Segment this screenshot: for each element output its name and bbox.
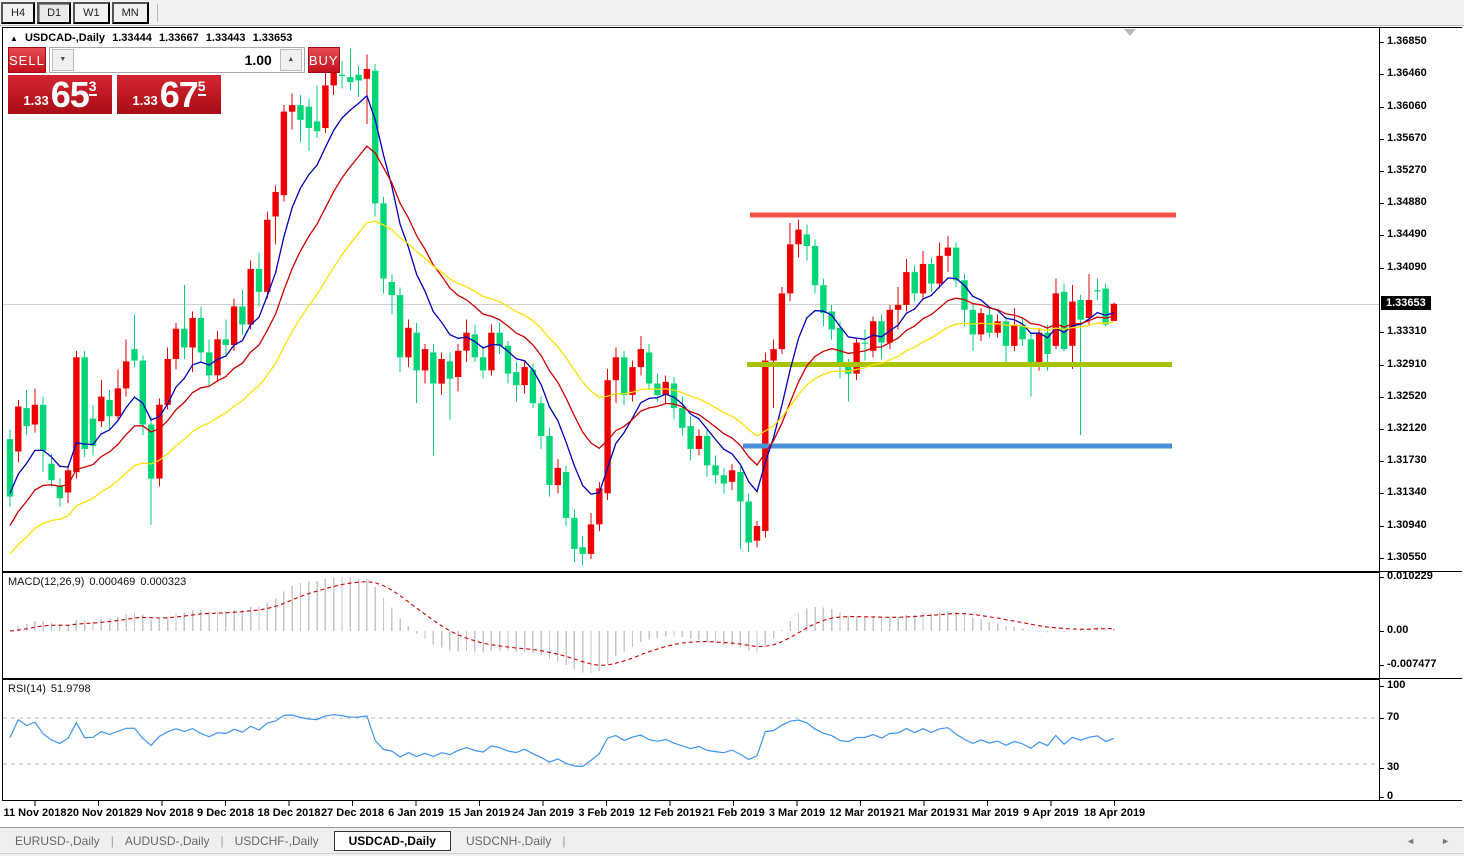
timeframe-d1-button[interactable]: D1 [37,1,72,24]
chart-ohlc-header: ▲ USDCAD-,Daily 1.33444 1.33667 1.33443 … [10,32,296,44]
price-axis-label: 1.30550 [1387,550,1427,563]
price-axis-label: 1.35670 [1387,131,1427,144]
macd-value-2: 0.000323 [140,576,187,588]
macd-axis-label: 0.010229 [1387,570,1433,582]
sell-price-pip: 3 [88,78,97,96]
price-axis-label: 1.34880 [1387,196,1427,209]
sell-price-big: 65 [50,74,90,115]
price-axis-label: 1.30940 [1387,519,1427,532]
ohlc-high-value: 1.33667 [158,32,199,44]
price-axis-label: 1.33310 [1387,324,1427,337]
tab-eurusd[interactable]: EURUSD-,Daily [15,833,100,848]
price-axis-label: 1.32910 [1387,357,1427,370]
date-axis-label: 9 Apr 2019 [1023,807,1079,819]
date-axis-label: 24 Jan 2019 [512,807,574,819]
date-axis-label: 11 Nov 2018 [3,807,67,819]
price-axis-label: 1.34490 [1387,228,1427,241]
date-axis-label: 3 Mar 2019 [768,807,826,819]
tab-usdchf[interactable]: USDCHF-,Daily [234,833,319,848]
date-axis-label: 21 Feb 2019 [702,807,765,819]
date-axis-label: 21 Mar 2019 [892,807,956,819]
volume-spinner: ▼ ▲ [48,47,305,73]
date-axis-label: 6 Jan 2019 [388,807,444,819]
price-axis-label: 1.32120 [1387,422,1427,435]
buy-price-box[interactable]: 1.33 67 5 [117,75,221,114]
toolbar-separator [156,3,158,22]
sell-price-box[interactable]: 1.33 65 3 [8,75,112,114]
macd-axis-label: -0.007477 [1387,658,1437,670]
date-axis-label: 29 Nov 2018 [130,807,194,819]
price-axis-label: 1.31340 [1387,486,1427,499]
macd-axis-label: 0.00 [1387,624,1409,636]
buy-price-prefix: 1.33 [132,93,158,108]
date-axis-label: 31 Mar 2019 [956,807,1019,819]
date-axis-label: 9 Dec 2018 [197,807,254,819]
price-axis-label: 1.32520 [1387,389,1427,402]
buy-price-big: 67 [159,74,199,115]
buy-price-pip: 5 [197,78,206,96]
rsi-axis-label: 70 [1387,711,1400,723]
sell-button[interactable]: SELL [8,47,46,73]
price-axis-label: 1.34090 [1387,261,1427,274]
rsi-axis-label: 0 [1387,790,1394,802]
tab-separator: | [110,833,114,848]
one-click-trade-panel: SELL ▼ ▲ BUY 1.33 65 3 1.33 67 5 [8,47,340,114]
chart-symbol-label: USDCAD-,Daily [24,32,106,44]
tab-separator: | [220,833,224,848]
date-axis-label: 20 Nov 2018 [66,807,131,819]
date-axis-label: 27 Dec 2018 [321,807,384,819]
rsi-label: RSI(14) [8,683,46,695]
rsi-axis-label: 30 [1387,761,1400,773]
date-axis-label: 18 Dec 2018 [257,807,321,819]
date-axis-label: 15 Jan 2019 [448,807,511,819]
spin-down-icon: ▼ [59,56,67,63]
price-axis-label: 1.35270 [1387,164,1427,177]
timeframe-h4-button[interactable]: H4 [1,1,36,24]
macd-pane-label: MACD(12,26,9) 0.000469 0.000323 [8,576,191,588]
volume-increase-button[interactable]: ▲ [279,49,302,71]
buy-button[interactable]: BUY [307,47,340,73]
spin-up-icon: ▲ [287,56,295,63]
price-axis-label: 1.36460 [1387,66,1427,79]
tab-audusd[interactable]: AUDUSD-,Daily [124,833,210,848]
volume-input[interactable] [75,52,278,68]
tab-usdcad[interactable]: USDCAD-,Daily [333,830,451,851]
date-axis-label: 3 Feb 2019 [578,807,635,819]
current-price-label: 1.33653 [1381,296,1431,310]
sell-price-prefix: 1.33 [23,93,49,108]
ohlc-close-value: 1.33653 [252,32,293,44]
rsi-pane-label: RSI(14) 51.9798 [8,683,96,695]
macd-label: MACD(12,26,9) [8,576,85,588]
price-axis-label: 1.36850 [1387,35,1427,47]
rsi-axis-label: 100 [1387,679,1406,691]
date-axis-label: 18 Apr 2019 [1083,807,1146,819]
ohlc-low-value: 1.33443 [205,32,246,44]
volume-decrease-button[interactable]: ▼ [51,49,74,71]
date-axis-label: 12 Mar 2019 [829,807,892,819]
symbol-tab-bar: EURUSD-,Daily | AUDUSD-,Daily | USDCHF-,… [0,827,1464,853]
macd-value-1: 0.000469 [89,576,136,588]
price-axis-label: 1.36060 [1387,99,1427,112]
tab-separator: | [562,833,566,848]
tab-usdcnh[interactable]: USDCNH-,Daily [465,833,552,848]
tab-scroll-left-icon[interactable]: ◄ [1406,835,1416,846]
timeframe-w1-button[interactable]: W1 [73,1,110,24]
timeframe-mn-button[interactable]: MN [111,1,149,24]
rsi-value: 51.9798 [50,683,91,695]
timeframe-toolbar: H4 D1 W1 MN [0,0,1464,26]
tab-scroll-right-icon[interactable]: ► [1441,835,1450,846]
ohlc-open-value: 1.33444 [112,32,152,44]
collapse-panel-icon[interactable]: ▲ [10,34,18,43]
price-axis-label: 1.31730 [1387,454,1427,467]
date-axis-label: 12 Feb 2019 [638,807,702,819]
